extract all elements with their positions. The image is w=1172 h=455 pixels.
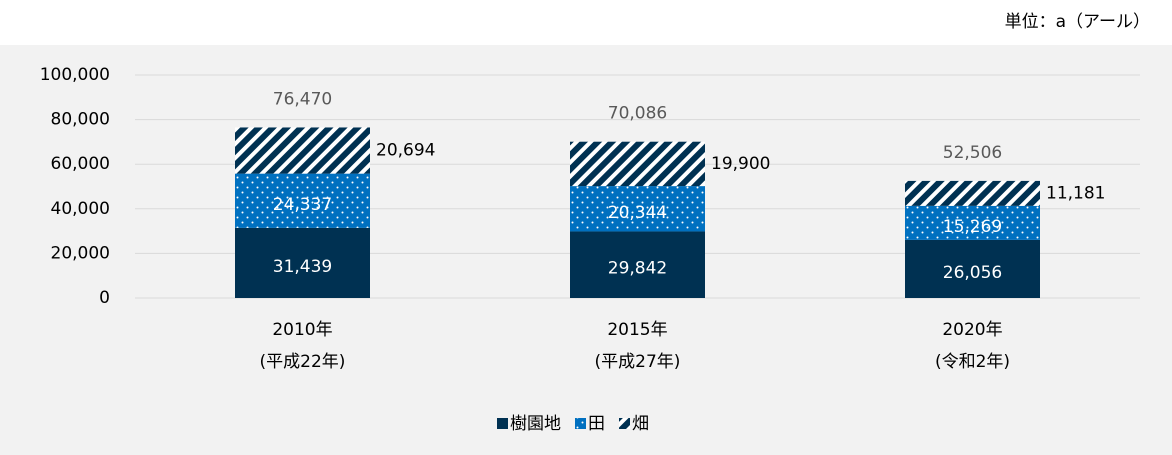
- data-label: 20,344: [608, 203, 667, 223]
- x-tick-label: 2010年: [272, 320, 332, 340]
- data-label: 26,056: [943, 263, 1002, 283]
- y-tick-label: 60,000: [51, 154, 110, 174]
- legend-swatch: [497, 418, 508, 429]
- legend-swatch: [619, 418, 630, 429]
- data-label: 11,181: [1046, 183, 1105, 203]
- data-label: 19,900: [711, 154, 770, 174]
- y-tick-label: 40,000: [51, 199, 110, 219]
- x-tick-label: (令和2年): [935, 352, 1010, 372]
- data-label: 20,694: [376, 141, 435, 161]
- x-tick-label: 2020年: [942, 320, 1002, 340]
- y-tick-label: 0: [99, 288, 110, 308]
- bar-segment: [235, 227, 370, 298]
- bar-segment: [905, 180, 1040, 206]
- bar-segment: [235, 173, 370, 228]
- data-label: 31,439: [273, 257, 332, 277]
- bar-segment: [570, 141, 705, 187]
- y-tick-label: 20,000: [51, 243, 110, 263]
- unit-label: 単位：a（アール）: [1005, 12, 1150, 32]
- bar-segment: [235, 127, 370, 174]
- bar-segment: [905, 205, 1040, 240]
- data-label: 15,269: [943, 217, 1002, 237]
- total-label: 76,470: [273, 89, 332, 109]
- x-tick-label: (平成27年): [595, 352, 681, 372]
- bar-segment: [570, 186, 705, 232]
- total-label: 70,086: [608, 104, 667, 124]
- legend-label: 樹園地: [510, 414, 561, 434]
- x-tick-label: (平成22年): [260, 352, 346, 372]
- legend-label: 田: [588, 414, 605, 434]
- total-label: 52,506: [943, 143, 1002, 163]
- y-tick-label: 80,000: [51, 110, 110, 130]
- bar-segment: [570, 231, 705, 298]
- x-tick-label: 2015年: [607, 320, 667, 340]
- legend-label: 畑: [632, 414, 649, 434]
- data-label: 29,842: [608, 259, 667, 279]
- legend-swatch: [575, 418, 586, 429]
- data-label: 24,337: [273, 195, 332, 215]
- y-tick-label: 100,000: [40, 65, 110, 85]
- bar-segment: [905, 239, 1040, 298]
